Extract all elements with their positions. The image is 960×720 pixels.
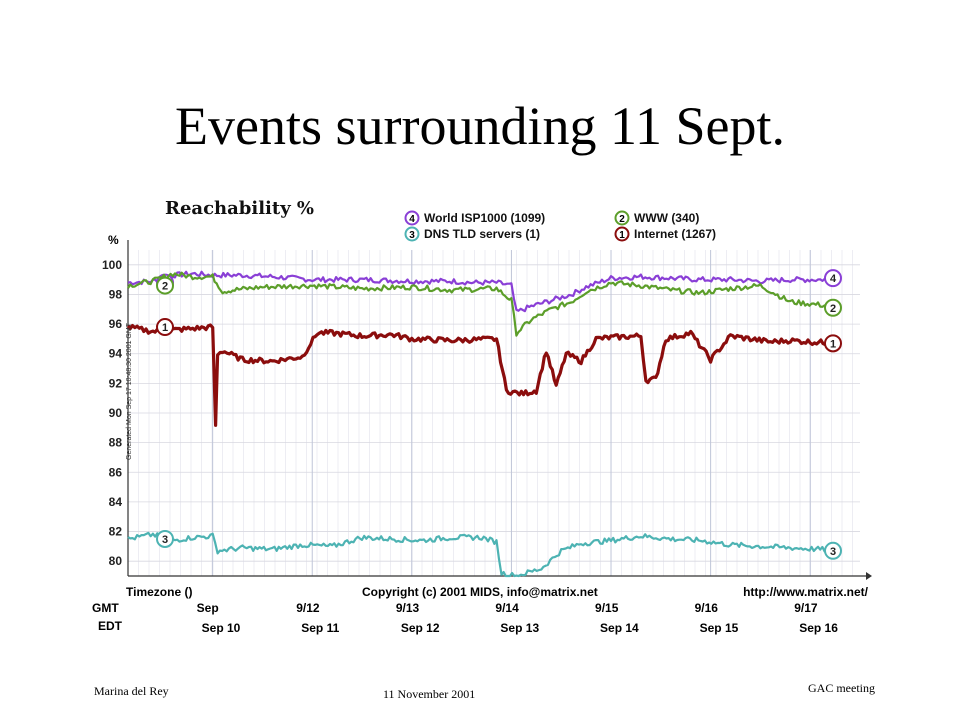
chart-title: Reachability %: [165, 198, 314, 219]
y-tick-label: 84: [109, 495, 123, 509]
timezone-label: Timezone (): [126, 585, 192, 599]
generated-timestamp: Generated Mon Sep 17 10:48:30 2001 GMT: [126, 322, 133, 460]
x-tick-label-gmt: 9/17: [794, 601, 818, 615]
x-tick-label-edt: Sep 13: [500, 621, 539, 635]
series-badge-start-1: [156, 318, 174, 337]
y-tick-label: 90: [109, 406, 123, 420]
y-tick-label: 80: [109, 554, 123, 568]
series-badge-end-4: [824, 269, 842, 288]
legend-label: World ISP1000 (1099): [424, 211, 545, 225]
legend-badge-number: 4: [409, 214, 415, 225]
chart-grid: [127, 250, 860, 576]
copyright-label: Copyright (c) 2001 MIDS, info@matrix.net: [362, 585, 598, 599]
legend-badge-number: 2: [619, 214, 625, 225]
y-tick-label: 88: [109, 436, 123, 450]
series-line-2: [127, 271, 841, 337]
y-tick-label: 98: [109, 287, 123, 301]
series-badge-end-1-number: 1: [830, 338, 836, 350]
series-badge-end-1: [824, 334, 842, 353]
chart-labels: 80 82 84 86 88 90 92 94 96 98 100% Reachability % Ge…: [92, 198, 869, 635]
x-tick-label-gmt: 9/15: [595, 601, 619, 615]
y-axis-label: %: [108, 233, 119, 247]
legend-label: WWW (340): [634, 211, 699, 225]
y-tick-label: 96: [109, 317, 123, 331]
series-line-1: [126, 323, 842, 427]
legend-label: DNS TLD servers (1): [424, 227, 540, 241]
edt-label: EDT: [98, 619, 123, 633]
legend-badge-number: 1: [619, 230, 625, 241]
y-tick-label: 94: [109, 347, 123, 361]
footer-location: Marina del Rey: [94, 684, 169, 698]
x-axis-arrow: [866, 572, 872, 580]
legend-badge-4: [404, 210, 420, 226]
gmt-label: GMT: [92, 601, 119, 615]
chart-legend: 4 World ISP1000 (1099) 2 WWW (340) 3 DNS TLD …: [404, 210, 716, 242]
x-tick-label-gmt: 9/14: [495, 601, 519, 615]
slide-title: Events surrounding 11 Sept.: [175, 96, 785, 156]
y-tick-label: 100: [102, 258, 122, 272]
url-label: http://www.matrix.net/: [743, 585, 869, 599]
chart-series: 44221133: [126, 269, 842, 578]
series-badge-start-2-number: 2: [162, 281, 168, 293]
footer-event: GAC meeting: [808, 681, 875, 695]
series-line-3: [127, 531, 841, 578]
series-badge-start-2: [156, 276, 174, 295]
x-tick-label-gmt: Sep: [197, 601, 219, 615]
legend-badge-3: [404, 226, 420, 242]
x-tick-label-edt: Sep 14: [600, 621, 639, 635]
series-badge-start-3: [156, 529, 174, 548]
chart-axes: [127, 240, 872, 580]
legend-badge-1: [614, 226, 630, 242]
x-tick-label-edt: Sep 15: [700, 621, 739, 635]
x-tick-label-gmt: 9/12: [296, 601, 320, 615]
series-badge-end-3: [824, 541, 842, 560]
x-tick-label-edt: Sep 11: [301, 621, 339, 635]
x-tick-label-edt: Sep 10: [202, 621, 241, 635]
y-tick-label: 82: [109, 525, 123, 539]
series-badge-end-3-number: 3: [830, 546, 836, 558]
y-tick-label: 86: [109, 465, 123, 479]
footer-date: 11 November 2001: [383, 687, 476, 701]
legend-label: Internet (1267): [634, 227, 716, 241]
series-badge-end-2-number: 2: [830, 303, 836, 315]
legend-badge-2: [614, 210, 630, 226]
series-badge-end-2: [824, 298, 842, 317]
x-tick-label-edt: Sep 16: [799, 621, 838, 635]
x-tick-label-gmt: 9/13: [396, 601, 420, 615]
y-tick-label: 92: [109, 376, 123, 390]
series-badge-start-1-number: 1: [162, 322, 168, 334]
legend-badge-number: 3: [409, 230, 415, 241]
series-line-4: [127, 270, 841, 313]
series-badge-start-3-number: 3: [162, 534, 168, 546]
x-tick-label-gmt: 9/16: [695, 601, 719, 615]
x-tick-label-edt: Sep 12: [401, 621, 440, 635]
series-badge-end-4-number: 4: [830, 273, 837, 285]
